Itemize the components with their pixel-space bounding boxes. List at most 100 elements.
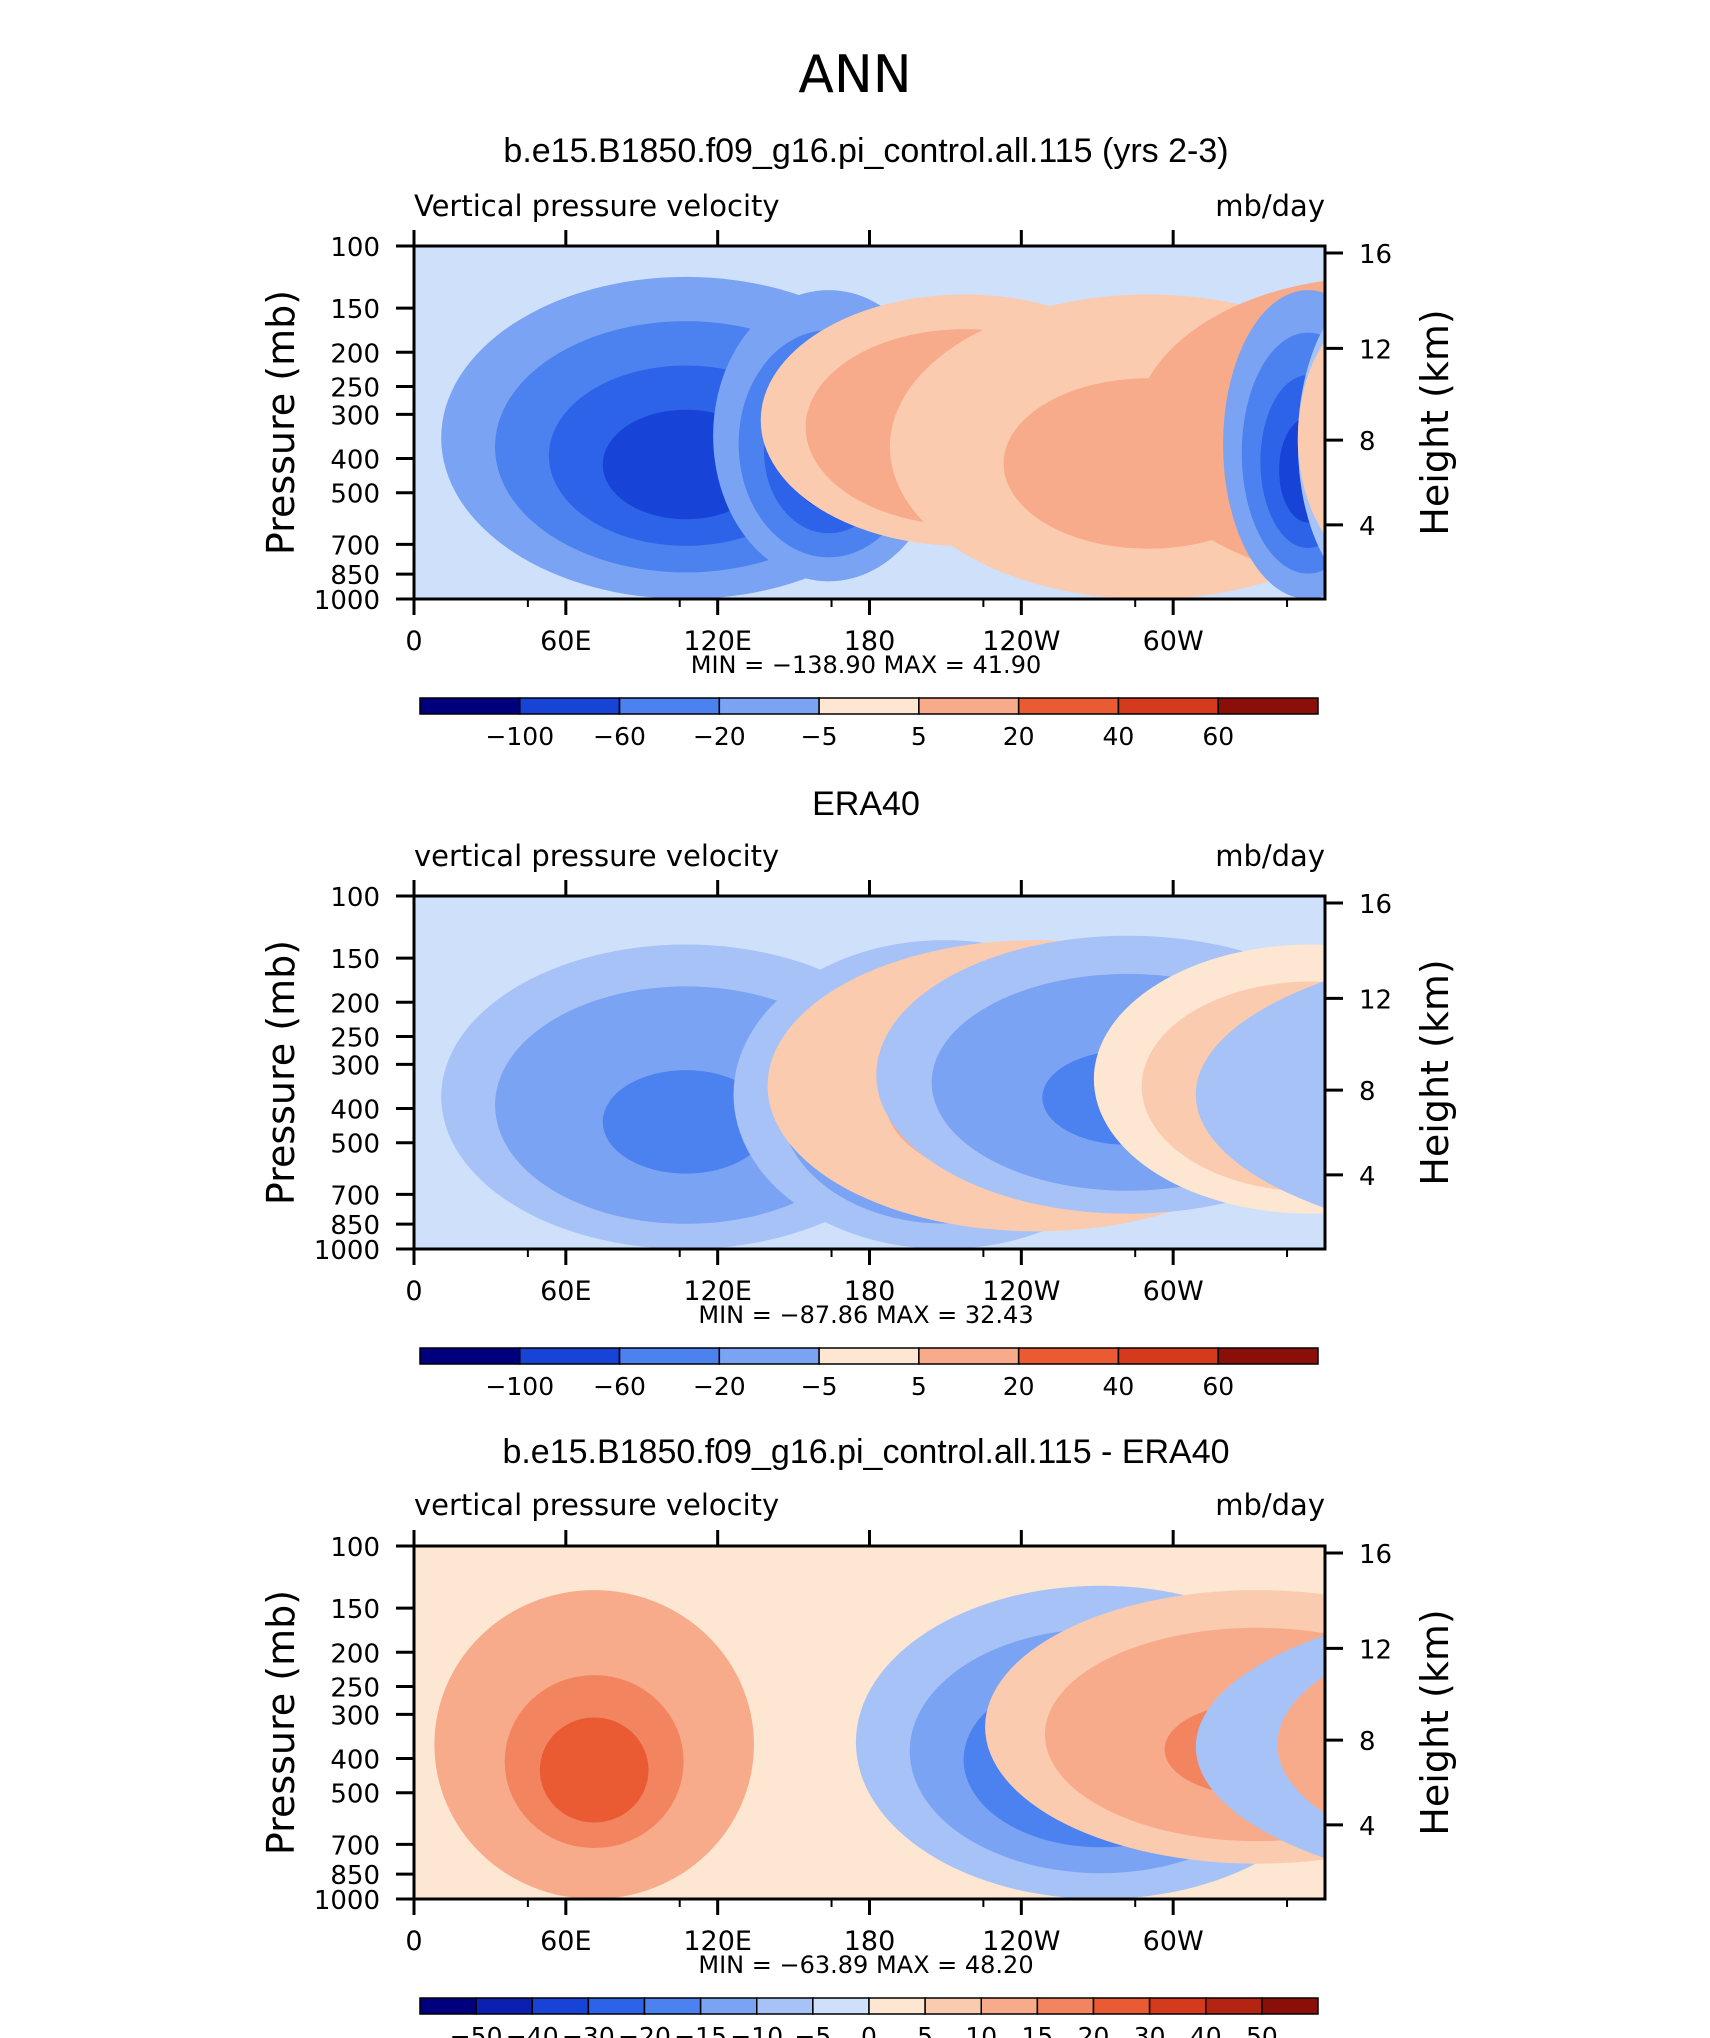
colorbar-swatch [1017,1347,1120,1365]
colorbar-label: 20 [1078,2022,1110,2038]
y-tick-label: 400 [330,446,380,476]
contour-level [1574,1718,1710,1823]
y-tick-label: 100 [330,1533,380,1563]
colorbar-swatch [980,1997,1039,2015]
min-max-readout: MIN = −138.90 MAX = 41.90 [691,651,1041,679]
y-tick-label: 850 [330,1861,380,1891]
colorbar-label: 0 [861,2022,877,2038]
y-tick-label: 150 [330,295,380,325]
colorbar-label: −100 [485,722,554,751]
y-tick-label: 500 [330,1780,380,1810]
x-tick-label: 60W [1143,626,1204,657]
y-tick-label: 300 [330,1051,380,1081]
x-tick-label: 0 [405,626,422,657]
colorbar-label: 40 [1103,1372,1135,1401]
min-max-readout: MIN = −87.86 MAX = 32.43 [698,1301,1033,1329]
contour-level [1433,1025,1710,1198]
y2-tick-label: 8 [1359,1077,1376,1107]
y2-tick-label: 4 [1359,1162,1376,1192]
colorbar-swatch [643,1997,702,2015]
x-tick-label: 120W [982,1276,1060,1307]
colorbar-swatch [419,697,521,715]
colorbar-label: 30 [1134,2022,1166,2038]
colorbar-label: −5 [801,722,838,751]
page-title: ANN [798,45,911,105]
y2-axis-title: Height (km) [1413,309,1457,535]
field-layer [441,276,1325,599]
panel-variable-label: vertical pressure velocity [414,1488,779,1522]
colorbar-swatch [1261,1997,1319,2015]
chart-panel-2: ERA40 vertical pressure velocity mb/day 0 60… [259,785,1710,1401]
y-tick-label: 1000 [314,1886,380,1916]
colorbar-label: 5 [917,2022,933,2038]
x-tick-label: 180 [844,1926,896,1957]
x-tick-label: 120E [683,1926,752,1957]
colorbar-swatch [1017,697,1120,715]
colorbar-swatch [1036,1997,1095,2015]
x-tick-label: 120W [982,1926,1060,1957]
min-max-readout: MIN = −63.89 MAX = 48.20 [698,1951,1033,1979]
y-axis-title: Pressure (mb) [259,290,303,555]
colorbar-swatch [1092,1997,1151,2015]
y-tick-label: 1000 [314,586,380,616]
x-tick-label: 120E [683,626,752,657]
colorbar-label: 60 [1202,1372,1234,1401]
y-tick-label: 700 [330,1181,380,1211]
colorbar-swatch [519,1347,621,1365]
x-tick-label: 60W [1143,1926,1204,1957]
y-tick-label: 700 [330,1831,380,1861]
y2-axis-title: Height (km) [1413,959,1457,1185]
contour-level [539,1717,649,1823]
x-tick-label: 180 [844,1276,896,1307]
colorbar-label: −15 [674,2022,727,2038]
y2-tick-label: 16 [1359,890,1392,920]
y2-tick-label: 16 [1359,240,1392,270]
y-tick-label: 400 [330,1096,380,1126]
panel-units-label: mb/day [1215,1488,1325,1522]
y2-tick-label: 12 [1359,1635,1392,1665]
panel-title: ERA40 [812,785,920,823]
colorbar-swatch [587,1997,646,2015]
colorbar-swatch [718,1347,820,1365]
y-tick-label: 400 [330,1746,380,1776]
colorbar-swatch [718,697,820,715]
chart-panel-3: b.e15.B1850.f09_g16.pi_control.all.115 -… [259,1433,1710,2038]
y-tick-label: 150 [330,1595,380,1625]
y-tick-label: 850 [330,561,380,591]
colorbar-swatch [868,1997,926,2015]
colorbar-label: −5 [801,1372,838,1401]
y-tick-label: 200 [330,1639,380,1669]
x-tick-label: 0 [405,1276,422,1307]
y-tick-label: 250 [330,1023,380,1053]
y2-tick-label: 4 [1359,512,1376,542]
colorbar-swatch [812,1997,870,2015]
colorbar-label: −60 [593,1372,646,1401]
y2-tick-label: 12 [1359,985,1392,1015]
colorbar-swatch [618,1347,721,1365]
contour-level [1463,1720,1710,1824]
colorbar-swatch [1117,1347,1219,1365]
panel-variable-label: vertical pressure velocity [414,839,779,873]
colorbar-swatch [419,1347,521,1365]
colorbar-label: 5 [911,722,927,751]
x-tick-label: 60E [540,1926,591,1957]
colorbar-label: 20 [1003,722,1035,751]
colorbar-label: 5 [911,1372,927,1401]
colorbar-label: −20 [618,2022,671,2038]
contour-level [1461,1068,1710,1173]
y-tick-label: 300 [330,401,380,431]
y-tick-label: 250 [330,1673,380,1703]
contour-level [1297,340,1325,536]
colorbar-label: −60 [593,722,646,751]
colorbar-label: 15 [1021,2022,1053,2038]
contour-level [1284,1043,1325,1163]
contour-level [1338,983,1710,1224]
colorbar-swatch [918,1347,1020,1365]
y-tick-label: 250 [330,373,380,403]
colorbar-swatch [419,1997,477,2015]
y-tick-label: 200 [330,989,380,1019]
field-layer [434,1585,1710,1899]
colorbar-swatch [618,697,721,715]
contour-level [1284,1697,1325,1814]
contour-level [1528,1068,1710,1173]
